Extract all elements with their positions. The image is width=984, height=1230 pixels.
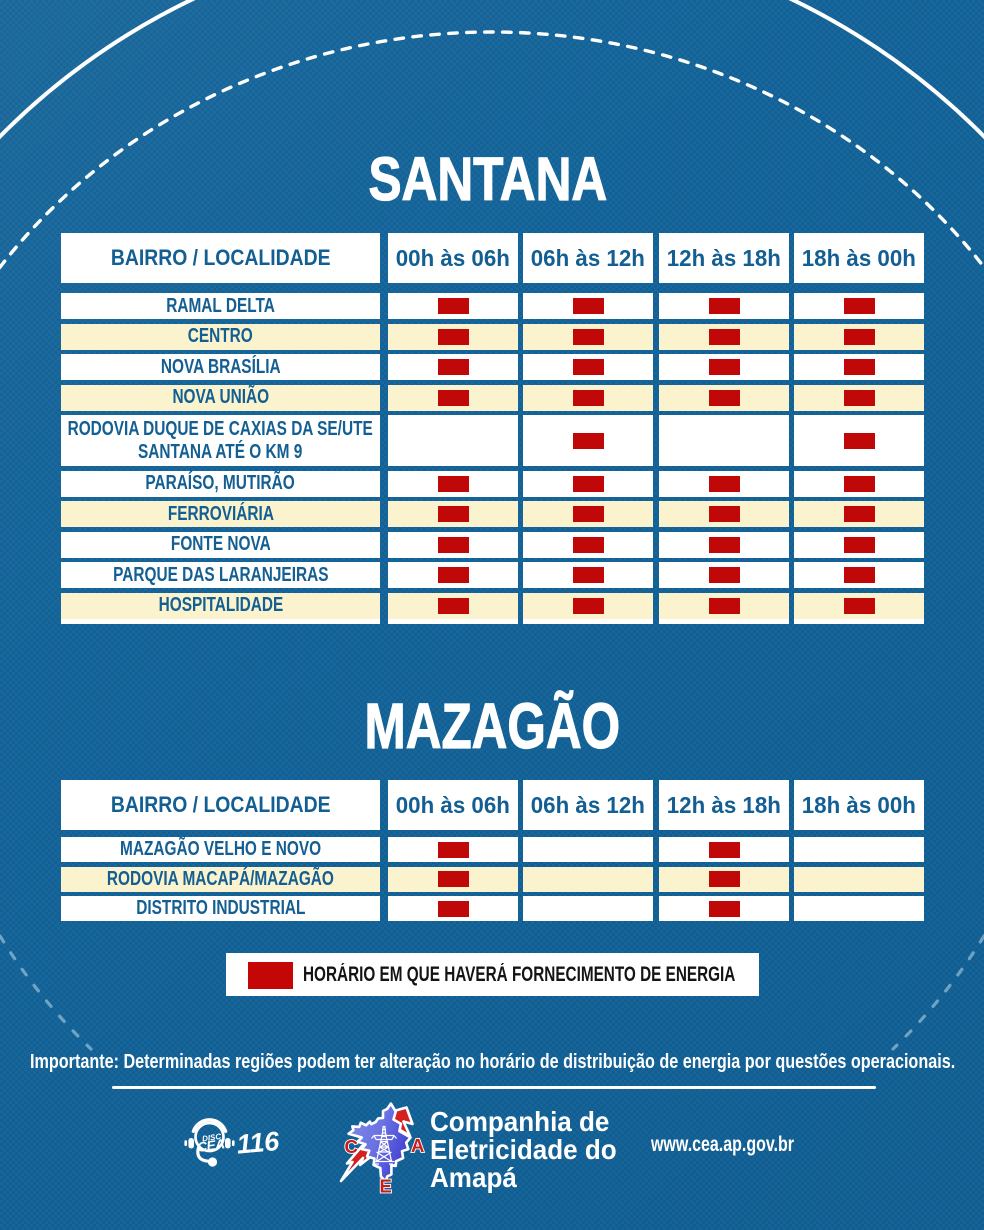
svg-text:116: 116 bbox=[235, 1126, 281, 1160]
svg-text:C: C bbox=[345, 1136, 358, 1157]
svg-text:CEA: CEA bbox=[196, 1136, 225, 1155]
svg-text:DISC: DISC bbox=[202, 1132, 222, 1144]
svg-text:E: E bbox=[380, 1176, 392, 1197]
svg-text:A: A bbox=[411, 1135, 424, 1156]
